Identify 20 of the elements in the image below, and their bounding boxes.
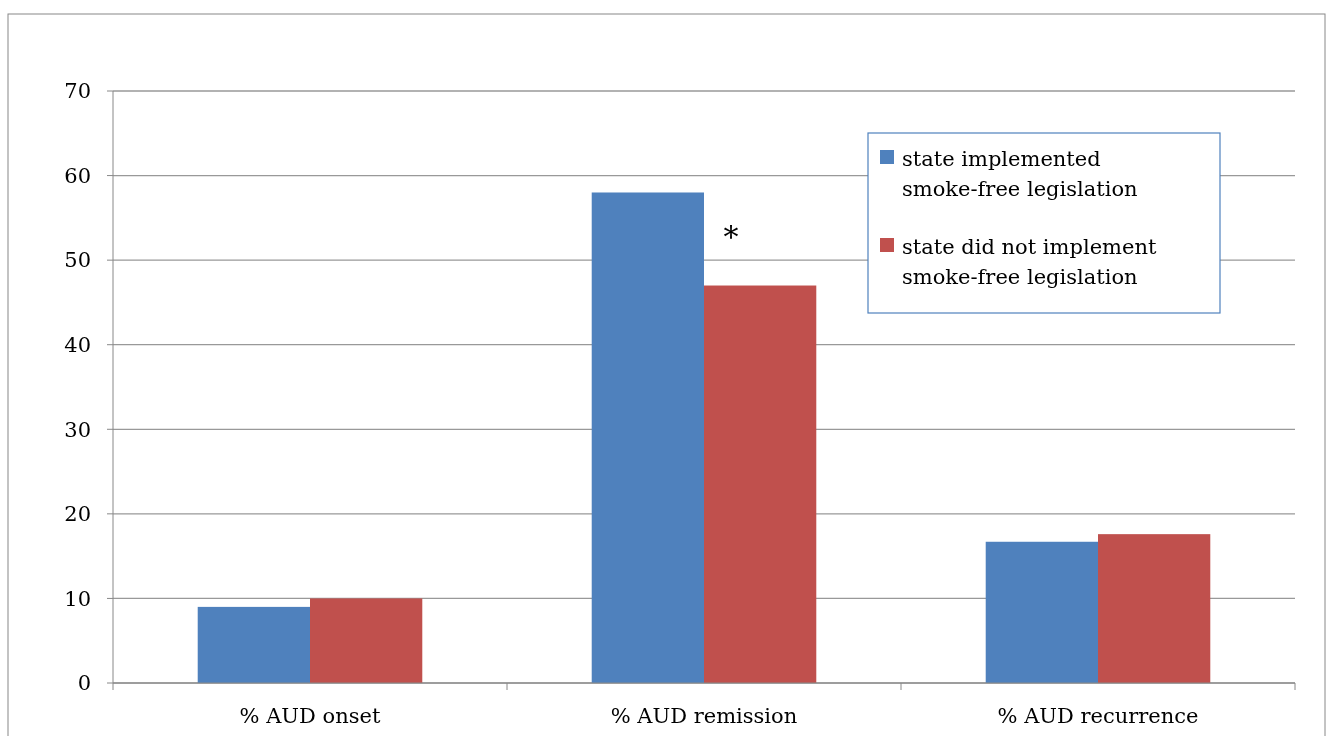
x-tick-label: % AUD onset xyxy=(239,704,381,728)
y-tick-label: 60 xyxy=(64,163,91,188)
legend-label: state implemented smoke-free legislation xyxy=(902,147,1138,202)
bar xyxy=(310,598,423,683)
y-tick-label: 40 xyxy=(64,333,91,358)
y-tick-label: 10 xyxy=(64,586,91,611)
y-tick-label: 0 xyxy=(77,671,91,696)
bar xyxy=(591,192,704,683)
y-tick-label: 20 xyxy=(64,502,91,527)
y-tick-label: 30 xyxy=(64,417,91,442)
bar xyxy=(1098,534,1211,683)
bar xyxy=(197,606,310,683)
x-tick-label: % AUD recurrence xyxy=(997,704,1199,728)
y-tick-label: 50 xyxy=(64,248,91,273)
bar xyxy=(985,541,1098,683)
bar xyxy=(704,285,817,683)
y-tick-label: 70 xyxy=(64,79,91,104)
legend-label: state did not implement smoke-free legislation xyxy=(902,235,1157,290)
annotation: * xyxy=(723,219,739,255)
x-tick-label: % AUD remission xyxy=(610,704,798,728)
